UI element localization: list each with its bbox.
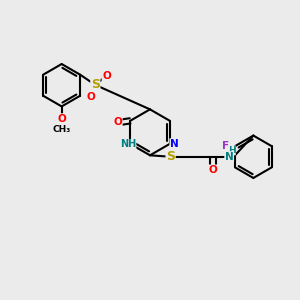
Text: O: O — [86, 92, 95, 102]
Text: CH₃: CH₃ — [52, 125, 71, 134]
Text: S: S — [91, 78, 100, 92]
Text: N: N — [225, 152, 234, 162]
Text: NH: NH — [120, 140, 136, 149]
Text: F: F — [222, 141, 229, 151]
Text: O: O — [102, 70, 111, 80]
Text: N: N — [170, 139, 179, 149]
Text: O: O — [57, 114, 66, 124]
Text: O: O — [113, 117, 122, 127]
Text: H: H — [228, 146, 236, 155]
Text: O: O — [208, 165, 217, 175]
Text: S: S — [166, 150, 175, 163]
